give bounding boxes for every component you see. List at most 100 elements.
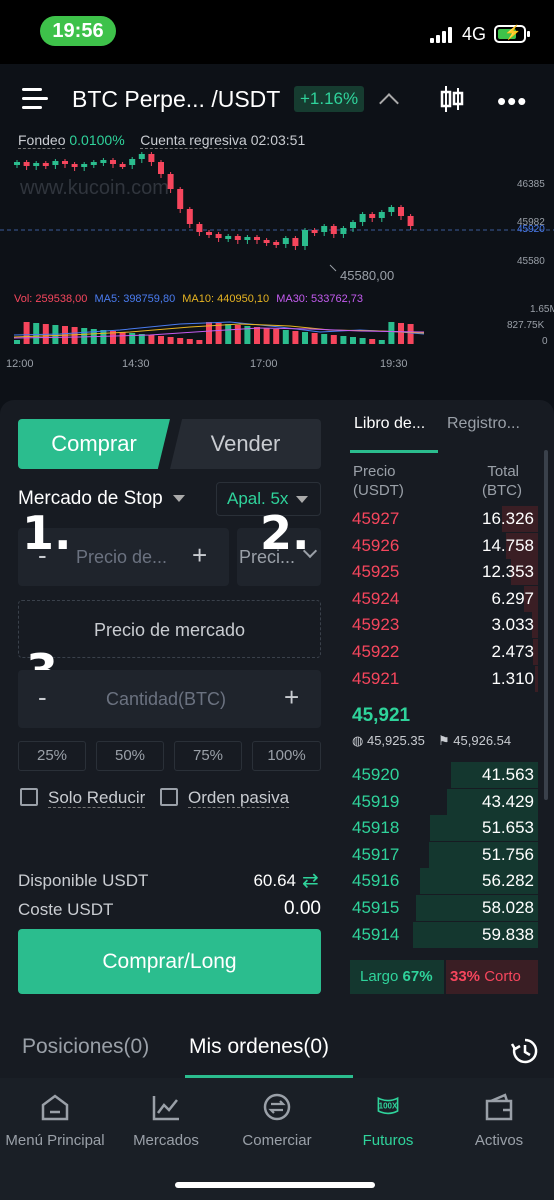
stop-price-input[interactable]: - Precio de... + [18, 528, 229, 586]
tab-positions[interactable]: Posiciones(0) [22, 1035, 150, 1058]
bottom-nav: Menú Principal Mercados Comerciar 100X F… [0, 1078, 554, 1200]
row-total: 51.756 [482, 844, 534, 864]
bid-row[interactable]: 45920 41.563 [350, 762, 538, 788]
plus-icon[interactable]: + [192, 540, 208, 570]
price-tick: 45982 [517, 217, 545, 228]
available-label: Disponible USDT [18, 871, 149, 890]
tab-order-book[interactable]: Libro de... [354, 415, 426, 432]
change-badge: +1.16% [294, 86, 365, 112]
price-chart[interactable]: Fondeo 0.0100% Cuenta regresiva 02:03:51… [0, 132, 554, 372]
ask-row[interactable]: 45922 2.473 [350, 639, 538, 665]
nav-assets[interactable]: Activos [444, 1092, 554, 1149]
ask-row[interactable]: 45927 16.326 [350, 506, 538, 532]
annotation-1: 1. [22, 506, 72, 560]
buy-long-button[interactable]: Comprar/Long [18, 929, 321, 994]
mark-price: ⚑ 45,926.54 [438, 733, 512, 748]
row-total: 1.310 [491, 668, 534, 688]
signal-icon [430, 27, 456, 43]
row-price: 45918 [352, 818, 400, 838]
bid-row[interactable]: 45915 58.028 [350, 895, 538, 921]
index-price: ◍ 45,925.35 [352, 733, 425, 748]
post-only-checkbox[interactable]: Orden pasiva [160, 788, 290, 808]
row-price: 45917 [352, 844, 400, 864]
low-marker: 45580,00 [340, 268, 394, 283]
percent-75-button[interactable]: 75% [174, 741, 242, 771]
tab-sell[interactable]: Vender [170, 419, 321, 469]
svg-text:Vol: 259538,00 MA5: 3987: Vol: 259538,00 MA5: 398759,80 MA10: 4409… [14, 293, 363, 305]
row-total: 14.758 [482, 535, 534, 555]
status-bar: 19:56 4G ⚡ [0, 0, 554, 64]
minus-icon[interactable]: - [38, 682, 47, 712]
svg-text:1.65M: 1.65M [530, 304, 554, 315]
more-icon[interactable]: ••• [497, 86, 528, 116]
tab-my-orders[interactable]: Mis ordenes(0) [189, 1035, 330, 1058]
markets-icon [152, 1096, 179, 1121]
nav-futures[interactable]: 100X Futuros [333, 1092, 443, 1149]
row-total: 59.838 [482, 924, 534, 944]
tab-trade-history[interactable]: Registro... [447, 415, 520, 432]
row-total: 41.563 [482, 765, 534, 784]
bid-row[interactable]: 45918 51.653 [350, 815, 538, 842]
chevron-up-icon[interactable] [379, 93, 399, 113]
row-total: 12.353 [482, 562, 534, 582]
caret-down-icon [296, 496, 309, 504]
network-type: 4G [462, 24, 487, 44]
row-price: 45927 [352, 509, 400, 528]
bid-row[interactable]: 45917 51.756 [350, 841, 538, 868]
row-price: 45919 [352, 791, 400, 811]
bid-row[interactable]: 45919 43.429 [350, 788, 538, 815]
cost-label: Coste USDT [18, 900, 114, 919]
scrollbar[interactable] [544, 450, 548, 800]
order-type-select[interactable]: Mercado de Stop [18, 488, 185, 510]
bid-row[interactable]: 45916 56.282 [350, 868, 538, 895]
quantity-input[interactable]: - Cantidad(BTC) + [18, 670, 321, 728]
nav-home[interactable]: Menú Principal [0, 1092, 110, 1149]
svg-text:19:30: 19:30 [380, 358, 408, 370]
history-icon[interactable] [510, 1036, 540, 1066]
price-tick: 46385 [517, 179, 545, 190]
svg-text:827.75K: 827.75K [507, 320, 545, 331]
svg-text:17:00: 17:00 [250, 358, 278, 370]
percent-100-button[interactable]: 100% [252, 741, 321, 771]
ask-row[interactable]: 45923 3.033 [350, 612, 538, 639]
reduce-only-checkbox[interactable]: Solo Reducir [20, 788, 146, 808]
watermark: www.kucoin.com [20, 177, 169, 199]
row-total: 2.473 [491, 642, 534, 661]
minus-icon[interactable]: - [38, 540, 47, 570]
svg-text:0: 0 [542, 336, 548, 347]
nav-markets[interactable]: Mercados [111, 1092, 221, 1149]
percent-50-button[interactable]: 50% [96, 741, 164, 771]
ask-row[interactable]: 45921 1.310 [350, 665, 538, 692]
pair-title[interactable]: BTC Perpe... /USDT [72, 86, 281, 112]
ask-row[interactable]: 45925 12.353 [350, 559, 538, 586]
order-panel: Comprar Vender Mercado de Stop Apal. 5x … [0, 400, 554, 1078]
percent-25-button[interactable]: 25% [18, 741, 86, 771]
svg-text:100X: 100X [379, 1102, 398, 1111]
trigger-type-select[interactable]: Preci... [237, 528, 321, 586]
long-short-ratio: Largo 67% 33% Corto [350, 960, 538, 994]
svg-text:14:30: 14:30 [122, 358, 150, 370]
nav-trade[interactable]: Comerciar [222, 1092, 332, 1149]
row-price: 45914 [352, 924, 400, 944]
row-total: 6.297 [491, 588, 534, 608]
row-total: 51.653 [482, 818, 534, 838]
menu-icon[interactable] [22, 88, 48, 110]
candlestick-icon[interactable] [440, 84, 464, 114]
ask-row[interactable]: 45924 6.297 [350, 585, 538, 612]
transfer-icon[interactable]: ⇄ [302, 870, 319, 892]
plus-icon[interactable]: + [284, 682, 300, 712]
svg-text:12:00: 12:00 [6, 358, 34, 370]
row-price: 45915 [352, 898, 400, 917]
row-price: 45922 [352, 642, 400, 661]
row-price: 45926 [352, 535, 400, 555]
ask-row[interactable]: 45926 14.758 [350, 532, 538, 559]
battery-icon: ⚡ [494, 24, 526, 43]
row-price: 45916 [352, 871, 400, 891]
leverage-select[interactable]: Apal. 5x [216, 482, 321, 516]
row-price: 45920 [352, 765, 400, 784]
header: BTC Perpe... /USDT +1.16% ••• [0, 64, 554, 132]
bid-row[interactable]: 45914 59.838 [350, 921, 538, 948]
funding-info: Fondeo 0.0100% Cuenta regresiva 02:03:51 [18, 132, 306, 149]
row-total: 16.326 [482, 509, 534, 528]
tab-buy[interactable]: Comprar [18, 419, 170, 469]
